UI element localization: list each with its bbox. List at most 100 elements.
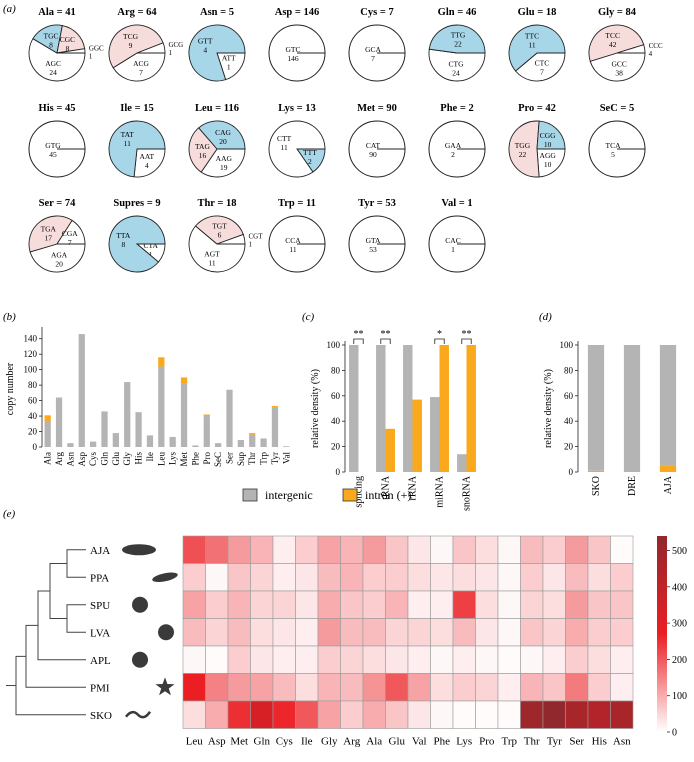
heatmap-cell	[475, 535, 499, 564]
heatmap-cell	[452, 535, 476, 564]
heatmap-cell	[565, 673, 589, 702]
acorn-worm-icon	[125, 710, 152, 719]
pie-slice-count: 24	[452, 69, 460, 78]
pie-title: Ala = 41	[38, 7, 75, 18]
pie-slice-count: 7	[540, 68, 544, 77]
pie-slice-count: 9	[129, 41, 133, 50]
pie-slice-codon: GCA	[365, 45, 381, 54]
heatmap-cell	[317, 700, 341, 729]
pie-slice-count: 1	[89, 53, 93, 61]
pie-slice-count: 22	[519, 150, 527, 159]
heatmap-col-label: Tyr	[547, 736, 562, 748]
x-tick-label: Arg	[54, 452, 64, 466]
pie-slice-count: 42	[609, 40, 617, 49]
heatmap-col-label: Pro	[479, 736, 495, 748]
heatmap-cell	[407, 535, 431, 564]
pie-title: Asp = 146	[275, 7, 320, 18]
pie-title: Gly = 84	[598, 7, 637, 18]
heatmap-col-label: His	[592, 736, 607, 748]
pie-slice	[188, 24, 246, 82]
heatmap-cell	[182, 673, 206, 702]
bar-Tyr	[271, 406, 279, 408]
bar-rRNA	[403, 345, 413, 472]
heatmap-cell	[452, 673, 476, 702]
heatmap-cell	[362, 700, 386, 729]
heatmap-cell	[272, 618, 296, 647]
heatmap-cell	[385, 590, 409, 619]
heatmap-cell	[205, 700, 229, 729]
heatmap-cell	[475, 673, 499, 702]
tree-branch	[66, 549, 86, 578]
pie-slice-codon: GTT	[198, 36, 213, 45]
bar-Met	[180, 383, 188, 447]
x-tick-label: SeC	[213, 452, 223, 467]
pie-slice	[514, 52, 566, 82]
x-tick-label: Asn	[65, 452, 75, 467]
heatmap-cell	[565, 590, 589, 619]
heatmap-cell	[542, 645, 566, 674]
heatmap-cell	[610, 645, 634, 674]
heatmap-cell	[205, 645, 229, 674]
x-tick-label: Val	[281, 452, 291, 464]
heatmap-col-label: Arg	[343, 736, 360, 748]
pie-slice-count: 5	[611, 150, 615, 159]
bar-Lys	[169, 436, 176, 447]
bar-Ala	[44, 415, 51, 422]
heatmap-cell	[542, 535, 566, 564]
pie-slice-count: 20	[55, 259, 63, 268]
pie-slice-count: 8	[49, 41, 53, 50]
x-tick-label: Ile	[145, 452, 155, 462]
heatmap-cell	[610, 535, 634, 564]
heatmap-cell	[497, 590, 521, 619]
pie-slice-codon: AGT	[204, 250, 220, 259]
heatmap-col-label: Lys	[456, 736, 472, 748]
heatmap-cell	[452, 618, 476, 647]
heatmap-cell	[362, 673, 386, 702]
pie-slice-count: 90	[369, 150, 377, 159]
heatmap-cell	[250, 590, 274, 619]
heatmap-cell	[340, 563, 364, 592]
pie-slice-count: 2	[451, 150, 455, 159]
pie-slice-count: 11	[528, 40, 535, 49]
pie-title: Gln = 46	[438, 7, 477, 18]
tree-branch	[37, 590, 86, 661]
bar-SKO	[587, 470, 605, 472]
sea-cucumber-icon	[152, 572, 178, 583]
heatmap-cell	[250, 563, 274, 592]
heatmap-col-label: Asp	[208, 736, 226, 748]
x-tick-label: Glu	[111, 452, 121, 466]
heatmap-cell	[295, 673, 319, 702]
legend-swatch-intergenic	[242, 488, 258, 502]
heatmap-cell	[182, 700, 206, 729]
pie-slice-count: 19	[220, 163, 228, 172]
y-tick-label: 80	[28, 380, 38, 390]
heatmap-cell	[272, 590, 296, 619]
pie-title: Tyr = 53	[358, 198, 396, 209]
pie-slice-count: 22	[454, 39, 462, 48]
pie-title: Glu = 18	[518, 7, 557, 18]
colorbar-tick-label: 200	[672, 655, 687, 666]
heatmap-cell	[430, 673, 454, 702]
heatmap-cell	[475, 590, 499, 619]
x-tick-label: Phe	[190, 452, 200, 466]
heatmap-cell	[610, 673, 634, 702]
bar-Phe	[192, 445, 199, 447]
heatmap-cell	[475, 563, 499, 592]
pie-slice	[536, 148, 566, 178]
heatmap-row-label: APL	[90, 655, 111, 667]
x-tick-label: Leu	[156, 452, 166, 466]
pie-slice	[188, 225, 246, 273]
pie-title: Lys = 13	[278, 103, 316, 114]
x-tick-label: snoRNA	[462, 475, 473, 511]
heatmap-cell	[295, 618, 319, 647]
heatmap-cell	[340, 645, 364, 674]
x-tick-label: miRNA	[435, 475, 446, 507]
pie-slice-codon: CTT	[277, 134, 292, 143]
